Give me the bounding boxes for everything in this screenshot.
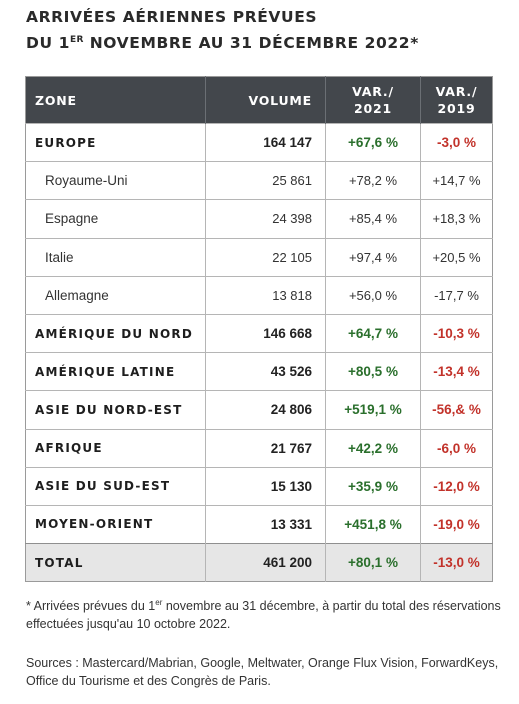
- var-2021-cell: +67,6 %: [325, 122, 421, 162]
- footnote-superscript: er: [155, 598, 163, 607]
- table-row-region: ASIE DU NORD-EST 24 806 +519,1 % -56,& %: [25, 390, 493, 429]
- var-2019-cell: -3,0 %: [420, 122, 493, 162]
- volume-cell: 13 818: [205, 275, 326, 315]
- table-row-total: TOTAL 461 200 +80,1 % -13,0 %: [25, 543, 493, 582]
- zone-cell: AMÉRIQUE DU NORD: [25, 313, 206, 353]
- zone-cell: ASIE DU NORD-EST: [25, 390, 206, 429]
- table-row-country: Italie 22 105 +97,4 % +20,5 %: [25, 237, 493, 277]
- header-zone: ZONE: [25, 76, 206, 124]
- table-row-country: Espagne 24 398 +85,4 % +18,3 %: [25, 199, 493, 239]
- title-line-2-superscript: ER: [70, 35, 84, 45]
- zone-cell: EUROPE: [25, 122, 206, 162]
- var-2019-cell: -6,0 %: [420, 428, 493, 468]
- volume-cell: 146 668: [205, 313, 326, 353]
- var-2021-cell: +64,7 %: [325, 313, 421, 353]
- var-2021-cell: +97,4 %: [325, 237, 421, 277]
- var-2019-cell: -13,4 %: [420, 352, 493, 391]
- zone-cell: Italie: [25, 237, 206, 277]
- var-2021-cell: +519,1 %: [325, 390, 421, 429]
- var-2019-cell: -10,3 %: [420, 313, 493, 353]
- total-var-2021-cell: +80,1 %: [325, 543, 421, 582]
- var-2019-cell: +18,3 %: [420, 199, 493, 239]
- var-2021-cell: +80,5 %: [325, 352, 421, 391]
- page-title: ARRIVÉES AÉRIENNES PRÉVUES DU 1ER NOVEMB…: [26, 6, 506, 55]
- header-row: ZONE VOLUME VAR./ 2021 VAR./ 2019: [25, 76, 493, 124]
- zone-cell: AMÉRIQUE LATINE: [25, 352, 206, 391]
- volume-cell: 22 105: [205, 237, 326, 277]
- var-2019-cell: +14,7 %: [420, 161, 493, 200]
- var-2021-cell: +35,9 %: [325, 466, 421, 506]
- arrivals-table: ZONE VOLUME VAR./ 2021 VAR./ 2019 EUROPE 16…: [25, 76, 493, 583]
- var-2019-cell: -12,0 %: [420, 466, 493, 506]
- zone-cell: Royaume-Uni: [25, 161, 206, 200]
- zone-cell: Espagne: [25, 199, 206, 239]
- volume-cell: 15 130: [205, 466, 326, 506]
- var-2021-cell: +42,2 %: [325, 428, 421, 468]
- volume-cell: 43 526: [205, 352, 326, 391]
- var-2019-cell: +20,5 %: [420, 237, 493, 277]
- zone-cell: ASIE DU SUD-EST: [25, 466, 206, 506]
- table-row-region: ASIE DU SUD-EST 15 130 +35,9 % -12,0 %: [25, 466, 493, 506]
- table-body: EUROPE 164 147 +67,6 % -3,0 % Royaume-Uni 25 …: [25, 122, 493, 582]
- title-line-2-prefix: DU 1: [26, 34, 71, 52]
- header-var-2021-line1: VAR./: [352, 84, 394, 99]
- header-var-2019-line2: 2019: [437, 101, 476, 116]
- header-var-2021-line2: 2021: [354, 101, 392, 116]
- header-volume: VOLUME: [205, 76, 326, 124]
- zone-cell: Allemagne: [25, 275, 206, 315]
- table-row-region: MOYEN-ORIENT 13 331 +451,8 % -19,0 %: [25, 504, 493, 544]
- footnote-suffix: novembre au 31 décembre, à partir du tot…: [26, 599, 501, 631]
- var-2019-cell: -19,0 %: [420, 504, 493, 544]
- volume-cell: 21 767: [205, 428, 326, 468]
- table-row-country: Allemagne 13 818 +56,0 % -17,7 %: [25, 275, 493, 315]
- title-line-1: ARRIVÉES AÉRIENNES PRÉVUES: [26, 8, 318, 26]
- footnote: * Arrivées prévues du 1er novembre au 31…: [26, 594, 506, 633]
- var-2019-cell: -56,& %: [420, 390, 493, 429]
- title-line-2: DU 1ER NOVEMBRE AU 31 DÉCEMBRE 2022*: [26, 29, 506, 55]
- footnote-prefix: * Arrivées prévues du 1: [26, 599, 156, 613]
- title-line-2-suffix: NOVEMBRE AU 31 DÉCEMBRE 2022*: [83, 34, 419, 52]
- volume-cell: 24 806: [205, 390, 326, 429]
- table-row-country: Royaume-Uni 25 861 +78,2 % +14,7 %: [25, 161, 493, 200]
- total-var-2019-cell: -13,0 %: [420, 543, 493, 582]
- volume-cell: 13 331: [205, 504, 326, 544]
- var-2021-cell: +78,2 %: [325, 161, 421, 200]
- total-label-cell: TOTAL: [25, 543, 206, 582]
- table-row-region: AMÉRIQUE DU NORD 146 668 +64,7 % -10,3 %: [25, 313, 493, 353]
- var-2019-cell: -17,7 %: [420, 275, 493, 315]
- sources-note: Sources : Mastercard/Mabrian, Google, Me…: [26, 656, 499, 688]
- zone-cell: MOYEN-ORIENT: [25, 504, 206, 544]
- table-row-region: EUROPE 164 147 +67,6 % -3,0 %: [25, 122, 493, 162]
- var-2021-cell: +85,4 %: [325, 199, 421, 239]
- volume-cell: 164 147: [205, 122, 326, 162]
- var-2021-cell: +451,8 %: [325, 504, 421, 544]
- volume-cell: 24 398: [205, 199, 326, 239]
- zone-cell: AFRIQUE: [25, 428, 206, 468]
- table-row-region: AMÉRIQUE LATINE 43 526 +80,5 % -13,4 %: [25, 352, 493, 391]
- var-2021-cell: +56,0 %: [325, 275, 421, 315]
- header-var-2019: VAR./ 2019: [420, 76, 493, 124]
- table-header: ZONE VOLUME VAR./ 2021 VAR./ 2019: [25, 76, 493, 124]
- table-row-region: AFRIQUE 21 767 +42,2 % -6,0 %: [25, 428, 493, 468]
- total-volume-cell: 461 200: [205, 543, 326, 582]
- volume-cell: 25 861: [205, 161, 326, 200]
- header-var-2021: VAR./ 2021: [325, 76, 421, 124]
- header-var-2019-line1: VAR./: [435, 84, 478, 99]
